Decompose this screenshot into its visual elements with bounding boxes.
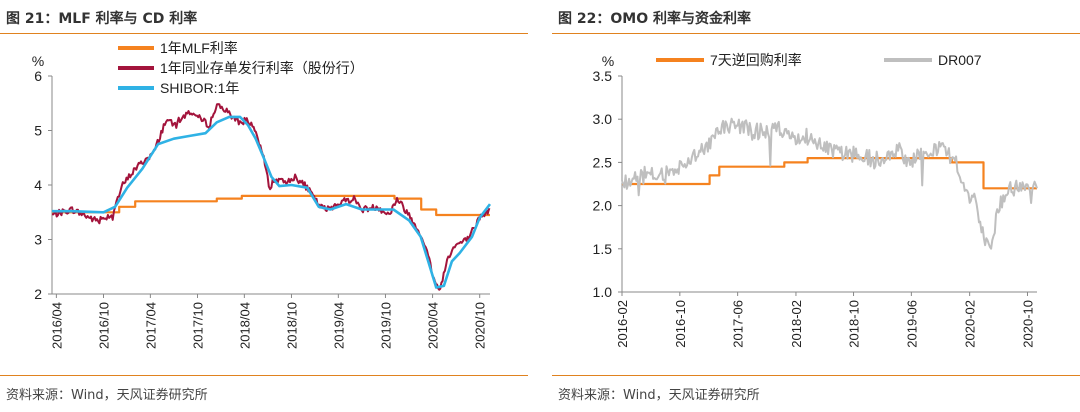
series-line: [621, 117, 1038, 250]
y-tick-label: 4: [34, 177, 42, 193]
x-tick-label: 2016/10: [96, 302, 111, 349]
y-tick-label: 2.0: [593, 198, 613, 214]
x-tick-label: 2020-02: [963, 300, 978, 348]
x-tick-label: 2019/10: [378, 302, 393, 349]
title-rule: [0, 33, 528, 34]
x-tick-label: 2016/04: [49, 302, 64, 349]
y-tick-label: 2.5: [593, 154, 613, 170]
legend-label: 1年MLF利率: [160, 40, 238, 56]
y-tick-label: 2: [34, 286, 42, 302]
source-rule: [552, 375, 1080, 376]
figure-title: 图 22：OMO 利率与资金利率: [558, 11, 751, 27]
series-line: [52, 194, 490, 217]
omo-money-rate-chart: % 1.0 1.5 2.0 2.5 3.0 3.5 2016-02 2016-10 2017-06…: [593, 52, 1038, 348]
y-tick-label: 1.5: [593, 241, 613, 257]
source-rule: [0, 375, 528, 376]
x-tick-label: 2016-10: [673, 300, 688, 348]
x-tick-label: 2017-06: [731, 300, 746, 348]
x-tick-label: 2020/10: [473, 302, 488, 349]
y-tick-label: 1.0: [593, 284, 613, 300]
x-tick-label: 2017/04: [143, 302, 158, 349]
legend-label: SHIBOR:1年: [160, 80, 239, 96]
x-tick-label: 2018-10: [847, 300, 862, 348]
y-tick-label: 3.5: [593, 68, 613, 84]
y-tick-label: 6: [34, 68, 42, 84]
x-tick-label: 2019/04: [331, 302, 346, 349]
x-tick-label: 2020/04: [426, 302, 441, 349]
x-tick-label: 2018/10: [284, 302, 299, 349]
series-line: [51, 103, 491, 291]
x-tick-label: 2019-06: [904, 300, 919, 348]
x-tick-label: 2020-10: [1020, 300, 1035, 348]
source-note: 资料来源：Wind，天风证券研究所: [558, 388, 760, 403]
series-line: [622, 157, 1037, 190]
figure-title: 图 21：MLF 利率与 CD 利率: [6, 11, 198, 27]
source-note: 资料来源：Wind，天风证券研究所: [6, 388, 208, 403]
legend-label: DR007: [938, 52, 982, 68]
y-axis-label: %: [602, 53, 614, 69]
figure-panel-21: 图 21：MLF 利率与 CD 利率 % 2 3 4 5 6 2016/04 2016/10 2…: [0, 0, 528, 412]
x-tick-label: 2018/04: [237, 302, 252, 349]
y-tick-label: 3: [34, 232, 42, 248]
y-axis-label: %: [32, 53, 44, 69]
legend-label: 1年同业存单发行利率（股份行）: [160, 60, 364, 76]
mlf-cd-rate-chart: % 2 3 4 5 6 2016/04 2016/10 2017/04 2017/10 2018/0…: [32, 40, 492, 349]
figure-panel-22: 图 22：OMO 利率与资金利率 % 1.0 1.5 2.0 2.5 3.0 3.5 2016…: [552, 0, 1080, 412]
title-rule: [552, 33, 1080, 34]
y-tick-label: 5: [34, 123, 42, 139]
series-line: [52, 115, 492, 289]
x-tick-label: 2017/10: [190, 302, 205, 349]
x-tick-label: 2016-02: [615, 300, 630, 348]
y-tick-label: 3.0: [593, 111, 613, 127]
x-tick-label: 2018-02: [789, 300, 804, 348]
legend-label: 7天逆回购利率: [710, 52, 802, 68]
